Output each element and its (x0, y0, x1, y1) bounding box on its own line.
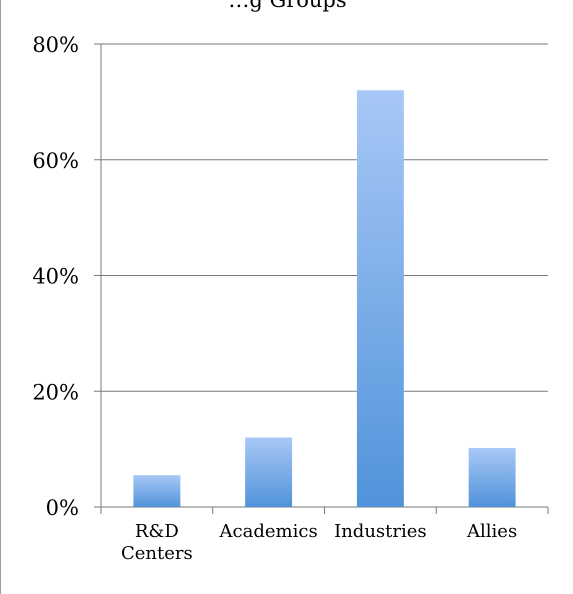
axes (94, 43, 549, 514)
bar (245, 437, 293, 507)
bar (468, 447, 516, 507)
y-tick-label: 40% (32, 265, 79, 289)
chart-title: …g Groups (228, 0, 347, 12)
grid-lines (101, 43, 548, 392)
bar (356, 90, 404, 508)
bars (133, 90, 516, 508)
bar (133, 475, 181, 507)
y-tick-label: 20% (32, 380, 79, 404)
x-tick-label: Allies (466, 521, 517, 542)
x-tick-label: Academics (219, 521, 318, 542)
axis-labels: 0% 20% 40% 60% 80% R&D Centers Academics Industr… (32, 33, 517, 564)
y-tick-label: 80% (32, 33, 79, 57)
y-tick-label: 0% (46, 496, 79, 520)
x-tick-label: Industries (334, 521, 427, 542)
y-tick-label: 60% (32, 149, 79, 173)
x-tick-label: R&D Centers (121, 521, 193, 564)
